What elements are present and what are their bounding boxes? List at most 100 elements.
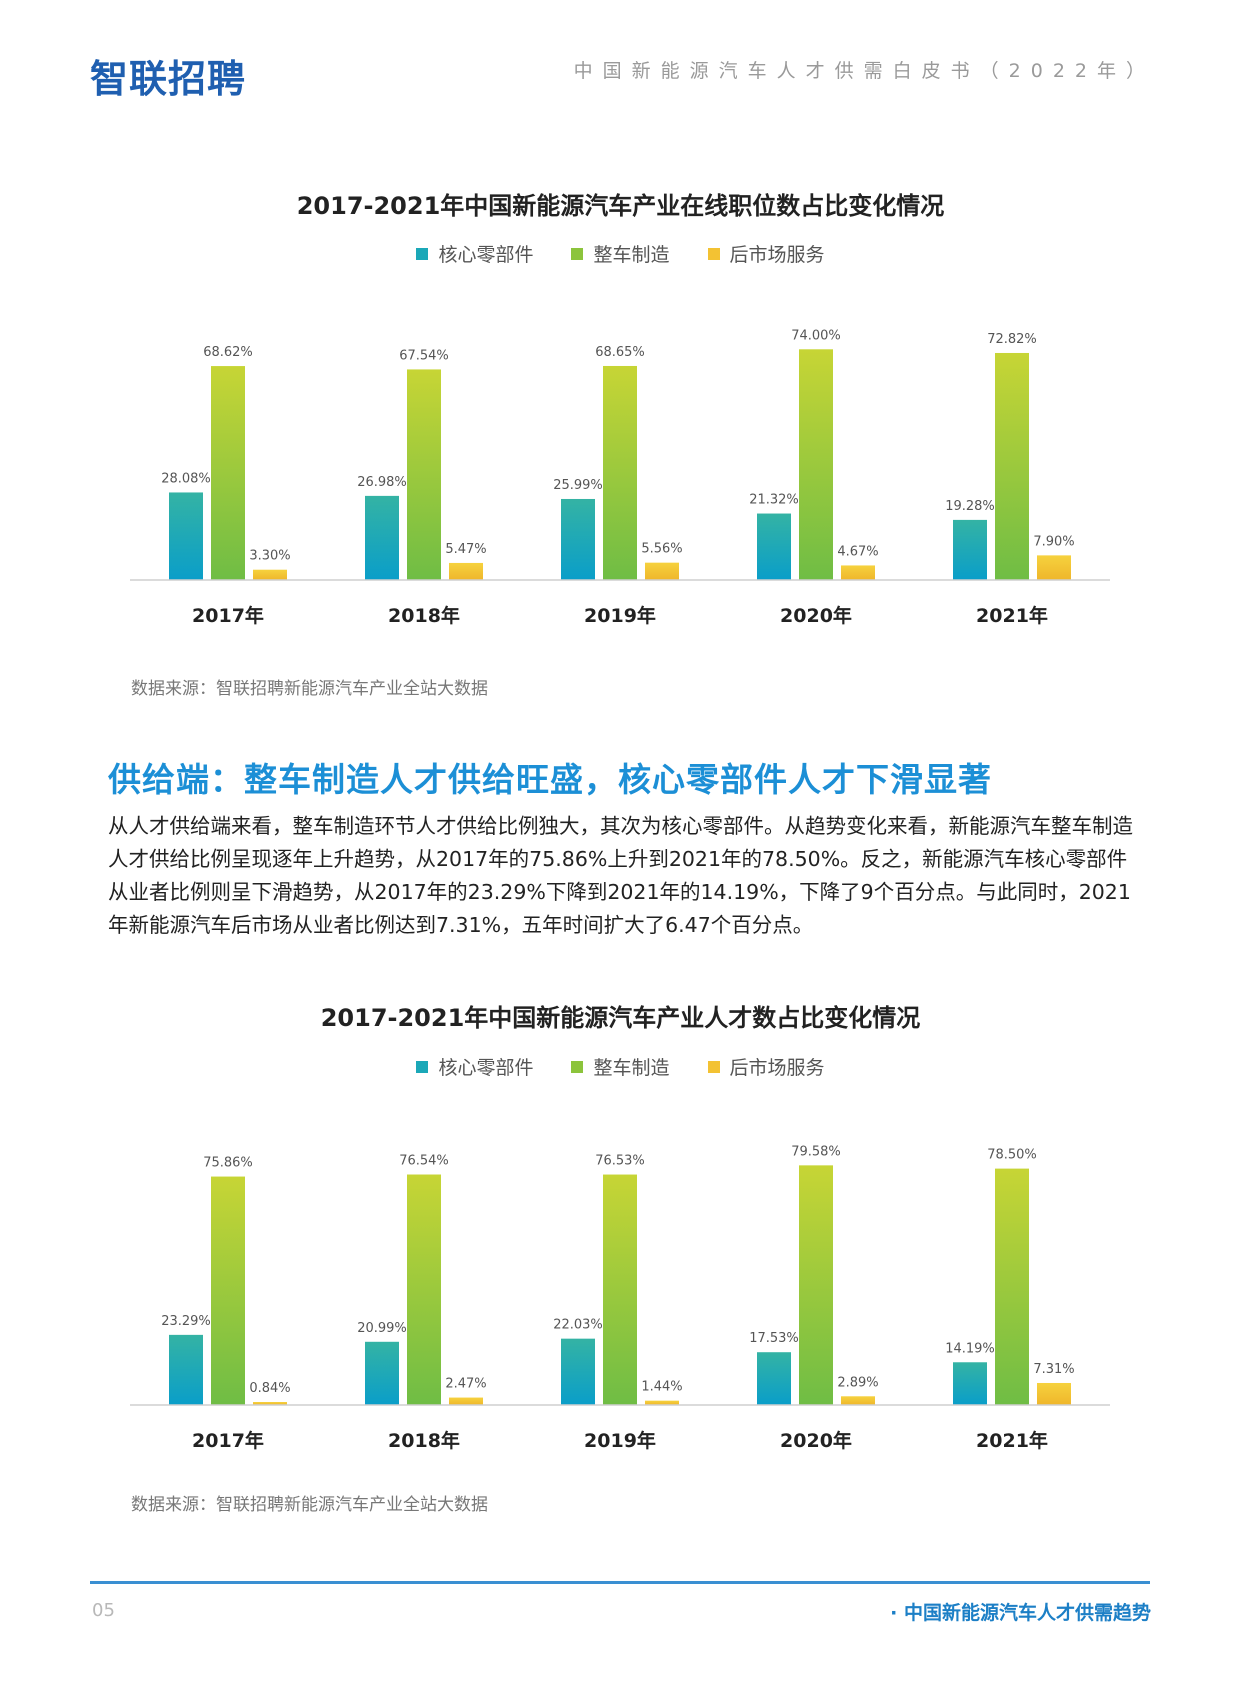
bar-2017年-0	[169, 1334, 203, 1405]
bar-2020年-2	[841, 565, 875, 580]
bar-2019年-0	[561, 1338, 595, 1405]
bar-2019年-1	[603, 365, 637, 580]
data-label: 28.08%	[161, 471, 211, 486]
page-number: 05	[92, 1600, 115, 1621]
legend-label: 核心零部件	[438, 1057, 534, 1079]
data-label: 78.50%	[987, 1148, 1037, 1163]
legend-swatch-green	[571, 1060, 584, 1073]
bar-2020年-1	[799, 1165, 833, 1405]
bar-2018年-0	[365, 495, 399, 580]
data-label: 76.53%	[595, 1154, 645, 1169]
bar-2021年-1	[995, 1168, 1029, 1405]
legend-label: 核心零部件	[438, 244, 534, 266]
legend-label: 后市场服务	[729, 1057, 825, 1079]
bar-2017年-1	[211, 366, 245, 580]
bar-2018年-1	[407, 369, 441, 580]
legend-swatch-green	[571, 247, 584, 260]
data-label: 76.54%	[399, 1154, 449, 1169]
data-label: 74.00%	[791, 328, 841, 343]
x-tick-label: 2020年	[780, 604, 852, 627]
bar-2018年-2	[449, 1397, 483, 1405]
data-label: 7.31%	[1033, 1362, 1074, 1377]
data-label: 22.03%	[553, 1318, 603, 1333]
data-label: 20.99%	[357, 1321, 407, 1336]
chart1-plot: 28.08% 68.62% 3.30% 2017年 26.98% 67.54% 5.47% 2…	[130, 328, 1110, 627]
legend-label: 整车制造	[593, 1057, 670, 1079]
x-tick-label: 2019年	[584, 604, 656, 627]
data-label: 68.62%	[203, 345, 253, 360]
legend-label: 整车制造	[593, 244, 670, 266]
data-label: 21.32%	[749, 493, 799, 508]
data-label: 26.98%	[357, 475, 407, 490]
bar-2017年-0	[169, 492, 203, 580]
data-label: 2.47%	[445, 1377, 486, 1392]
data-label: 1.44%	[641, 1380, 682, 1395]
data-label: 5.56%	[641, 542, 682, 557]
bar-2018年-1	[407, 1174, 441, 1405]
data-label: 25.99%	[553, 478, 603, 493]
bar-2021年-0	[953, 519, 987, 580]
data-label: 3.30%	[249, 549, 290, 564]
legend-item-core-parts: 核心零部件	[416, 240, 533, 267]
data-label: 19.28%	[945, 499, 995, 514]
x-tick-label: 2021年	[976, 1429, 1048, 1452]
legend-label: 后市场服务	[729, 244, 825, 266]
bar-2021年-2	[1037, 1382, 1071, 1405]
data-label: 0.84%	[249, 1381, 290, 1396]
data-label: 75.86%	[203, 1156, 253, 1171]
bar-2017年-2	[253, 1402, 287, 1405]
bar-2019年-1	[603, 1174, 637, 1405]
data-label: 23.29%	[161, 1314, 211, 1329]
legend-swatch-teal	[416, 247, 429, 260]
logo: 智联招聘	[90, 57, 247, 101]
data-label: 7.90%	[1033, 534, 1074, 549]
footer-title: · 中国新能源汽车人才供需趋势	[890, 1602, 1151, 1624]
data-label: 2.89%	[837, 1375, 878, 1390]
data-label: 79.58%	[791, 1144, 841, 1159]
section-heading: 供给端：整车制造人才供给旺盛，核心零部件人才下滑显著	[108, 760, 992, 799]
x-tick-label: 2018年	[388, 1429, 460, 1452]
chart2-title: 2017-2021年中国新能源汽车产业人才数占比变化情况	[320, 1004, 921, 1032]
legend-item-aftermarket: 后市场服务	[707, 240, 825, 267]
data-label: 5.47%	[445, 542, 486, 557]
bar-2018年-0	[365, 1341, 399, 1405]
legend-item-vehicle-manufacturing: 整车制造	[571, 1053, 670, 1080]
data-label: 72.82%	[987, 332, 1037, 347]
legend-item-vehicle-manufacturing: 整车制造	[571, 240, 670, 267]
document-title: 中国新能源汽车人才供需白皮书（2022年）	[573, 60, 1155, 82]
bar-2017年-2	[253, 569, 287, 580]
x-tick-label: 2017年	[192, 604, 264, 627]
bar-2020年-0	[757, 1352, 791, 1405]
x-tick-label: 2020年	[780, 1429, 852, 1452]
chart2-source: 数据来源：智联招聘新能源汽车产业全站大数据	[131, 1495, 488, 1515]
x-tick-label: 2019年	[584, 1429, 656, 1452]
bar-2021年-0	[953, 1362, 987, 1405]
data-label: 4.67%	[837, 544, 878, 559]
bar-2021年-2	[1037, 555, 1071, 580]
legend-swatch-teal	[416, 1060, 429, 1073]
legend-swatch-yellow	[707, 1060, 720, 1073]
bar-2019年-2	[645, 1400, 679, 1405]
bar-2018年-2	[449, 562, 483, 580]
legend-item-core-parts: 核心零部件	[416, 1053, 533, 1080]
footer-divider	[90, 1581, 1150, 1584]
x-tick-label: 2017年	[192, 1429, 264, 1452]
bar-2017年-1	[211, 1176, 245, 1405]
x-tick-label: 2018年	[388, 604, 460, 627]
data-label: 14.19%	[945, 1341, 995, 1356]
legend-swatch-yellow	[707, 247, 720, 260]
bar-2020年-2	[841, 1396, 875, 1405]
chart1-legend: 核心零部件 整车制造 后市场服务	[0, 240, 1241, 267]
bar-2019年-2	[645, 562, 679, 580]
data-label: 67.54%	[399, 348, 449, 363]
data-label: 17.53%	[749, 1331, 799, 1346]
data-label: 68.65%	[595, 345, 645, 360]
chart1-title: 2017-2021年中国新能源汽车产业在线职位数占比变化情况	[296, 192, 945, 220]
bar-2019年-0	[561, 498, 595, 580]
bar-2020年-0	[757, 513, 791, 580]
x-tick-label: 2021年	[976, 604, 1048, 627]
legend-item-aftermarket: 后市场服务	[707, 1053, 825, 1080]
chart2-plot: 23.29% 75.86% 0.84% 2017年 20.99% 76.54% 2.47% 2…	[130, 1144, 1110, 1452]
bar-2021年-1	[995, 352, 1029, 580]
chart1-source: 数据来源：智联招聘新能源汽车产业全站大数据	[131, 679, 488, 699]
